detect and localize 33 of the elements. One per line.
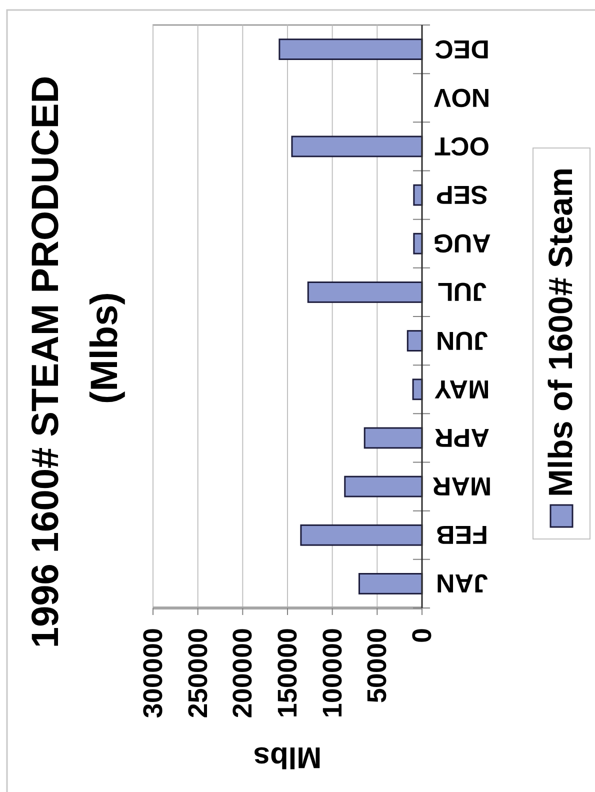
y-tick-label: FEB <box>436 520 488 550</box>
y-tick-label: DEC <box>434 34 490 64</box>
y-tick-label: JAN <box>436 568 488 599</box>
x-tick-label: 50000 <box>362 628 392 704</box>
bar <box>406 330 423 352</box>
x-tick-label: 0 <box>407 628 437 644</box>
bar <box>307 282 423 303</box>
bar <box>364 427 423 449</box>
x-tick-label: 100000 <box>317 628 348 718</box>
bar <box>413 232 423 254</box>
bar <box>413 184 423 206</box>
x-tick-label: 250000 <box>182 628 213 718</box>
y-tick-label: NOV <box>433 82 490 113</box>
y-tick-label: JUN <box>436 326 488 356</box>
text: (Mlbs) <box>84 292 126 404</box>
y-tick-label: APR <box>434 422 490 453</box>
x-tick-label: 150000 <box>272 628 302 718</box>
y-tick-label: OCT <box>434 131 490 162</box>
x-tick-label: 300000 <box>138 628 168 718</box>
y-tick-label: JUL <box>437 277 487 308</box>
y-tick-label: AUG <box>433 228 491 259</box>
x-axis-title: Mlbs <box>253 740 322 774</box>
x-tick-label: 200000 <box>228 628 258 718</box>
y-tick-label: SEP <box>436 180 488 210</box>
bar <box>278 38 423 60</box>
y-tick-label: MAY <box>434 374 490 404</box>
bar <box>291 136 423 158</box>
text: 1996 1600# STEAM PRODUCED <box>25 76 67 648</box>
y-tick-label: MAR <box>432 472 492 502</box>
text: Mlbs of 1600# Steam <box>543 167 580 497</box>
bar <box>358 573 423 594</box>
bar <box>344 476 423 498</box>
bar <box>300 524 423 546</box>
